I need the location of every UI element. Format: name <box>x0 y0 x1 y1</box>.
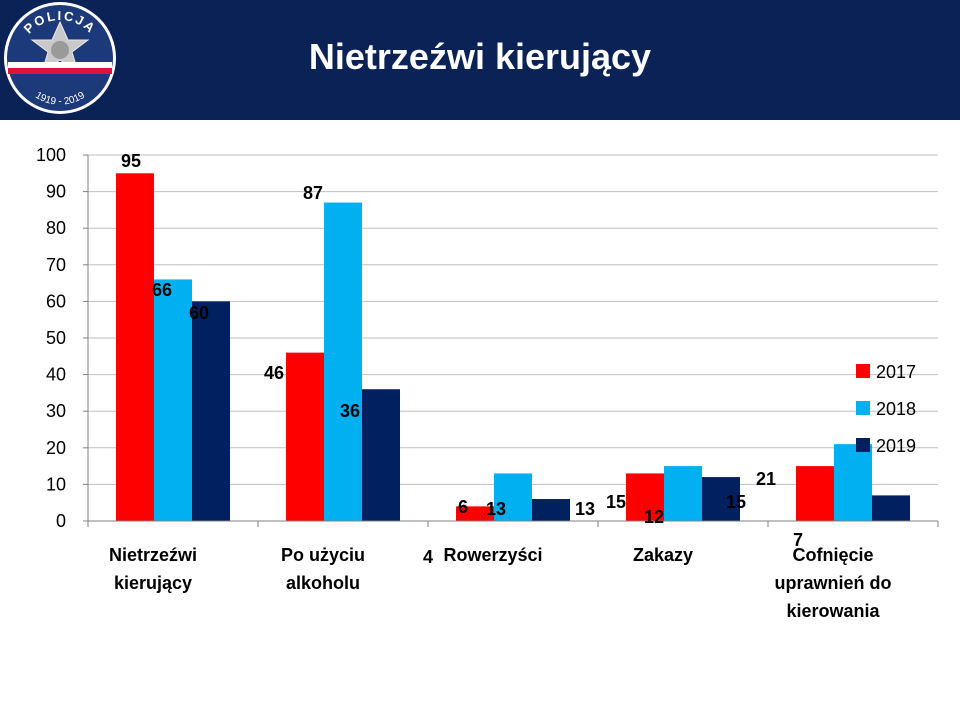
data-label-2019-0: 60 <box>189 303 209 323</box>
bar-2018-3 <box>664 466 702 521</box>
legend-swatch-2017 <box>856 364 870 378</box>
bar-2017-2 <box>456 506 494 521</box>
bar-2018-2 <box>494 473 532 521</box>
data-label-2017-1: 46 <box>264 363 284 383</box>
data-label-2018-1: 87 <box>303 183 323 203</box>
x-category-label: Cofnięcie <box>792 545 873 565</box>
data-labels: 95 46 4 13 15 66 87 6 15 21 60 36 13 12 7 <box>121 151 803 567</box>
page-title: Nietrzeźwi kierujący <box>308 36 652 77</box>
y-tick-label: 80 <box>46 218 66 238</box>
bar-2018-1 <box>324 202 362 521</box>
bar-2019-1 <box>362 389 400 521</box>
y-tick-label: 50 <box>46 328 66 348</box>
y-tick-label: 100 <box>36 145 66 165</box>
data-label-2017-2: 4 <box>423 547 433 567</box>
data-label-2018-2: 6 <box>458 497 468 517</box>
legend-label-2018: 2018 <box>876 399 916 419</box>
bar-2019-2 <box>532 499 570 521</box>
y-axis: 0 10 20 30 40 50 60 70 80 90 100 <box>36 145 89 531</box>
y-tick-label: 40 <box>46 365 66 385</box>
data-label-2018-0: 66 <box>152 280 172 300</box>
y-tick-label: 60 <box>46 291 66 311</box>
data-label-2017-0: 95 <box>121 151 141 171</box>
bar-2019-4 <box>872 495 910 521</box>
x-category-label: Zakazy <box>633 545 693 565</box>
bar-2019-3 <box>702 477 740 521</box>
svg-text:1919 - 2019: 1919 - 2019 <box>33 90 87 108</box>
x-category-label: Po użyciu <box>281 545 365 565</box>
bar-chart: 0 10 20 30 40 50 60 70 80 90 100 Nietrzeźwi kierują… <box>36 145 939 621</box>
bar-2017-0 <box>116 173 154 522</box>
data-label-2018-3: 15 <box>606 492 626 512</box>
data-label-2019-4: 7 <box>793 530 803 550</box>
bar-2017-3 <box>626 473 664 521</box>
x-category-label: kierowania <box>786 601 880 621</box>
x-category-label: Rowerzyści <box>443 545 542 565</box>
x-category-label: kierujący <box>114 573 192 593</box>
y-tick-label: 30 <box>46 401 66 421</box>
bar-2018-0 <box>154 279 192 521</box>
legend: 2017 2018 2019 <box>856 362 916 456</box>
legend-swatch-2018 <box>856 401 870 415</box>
data-label-2019-1: 36 <box>340 401 360 421</box>
bar-2018-4 <box>834 444 872 521</box>
legend-swatch-2019 <box>856 438 870 452</box>
y-tick-label: 10 <box>46 474 66 494</box>
bar-2019-0 <box>192 301 230 521</box>
data-label-2019-2: 13 <box>575 499 595 519</box>
header-banner: POLICJA 1919 - 2019 Nietrzeźwi kierujący <box>0 0 960 120</box>
legend-label-2017: 2017 <box>876 362 916 382</box>
police-logo: POLICJA 1919 - 2019 <box>4 2 116 114</box>
bar-2017-1 <box>286 352 324 521</box>
logo-years: 1919 - 2019 <box>33 90 87 108</box>
y-tick-label: 20 <box>46 438 66 458</box>
x-category-label: Nietrzeźwi <box>109 545 197 565</box>
data-label-2017-3: 13 <box>486 499 506 519</box>
x-category-label: alkoholu <box>286 573 360 593</box>
y-tick-label: 90 <box>46 182 66 202</box>
data-label-2017-4: 15 <box>726 492 746 512</box>
bar-2017-4 <box>796 466 834 521</box>
data-label-2018-4: 21 <box>756 469 776 489</box>
x-category-label: uprawnień do <box>775 573 892 593</box>
y-tick-label: 70 <box>46 255 66 275</box>
bars <box>116 173 910 522</box>
x-axis: Nietrzeźwi kierujący Po użyciu alkoholu Rowe… <box>87 520 939 621</box>
data-label-2019-3: 12 <box>644 507 664 527</box>
legend-label-2019: 2019 <box>876 436 916 456</box>
y-tick-label: 0 <box>56 511 66 531</box>
